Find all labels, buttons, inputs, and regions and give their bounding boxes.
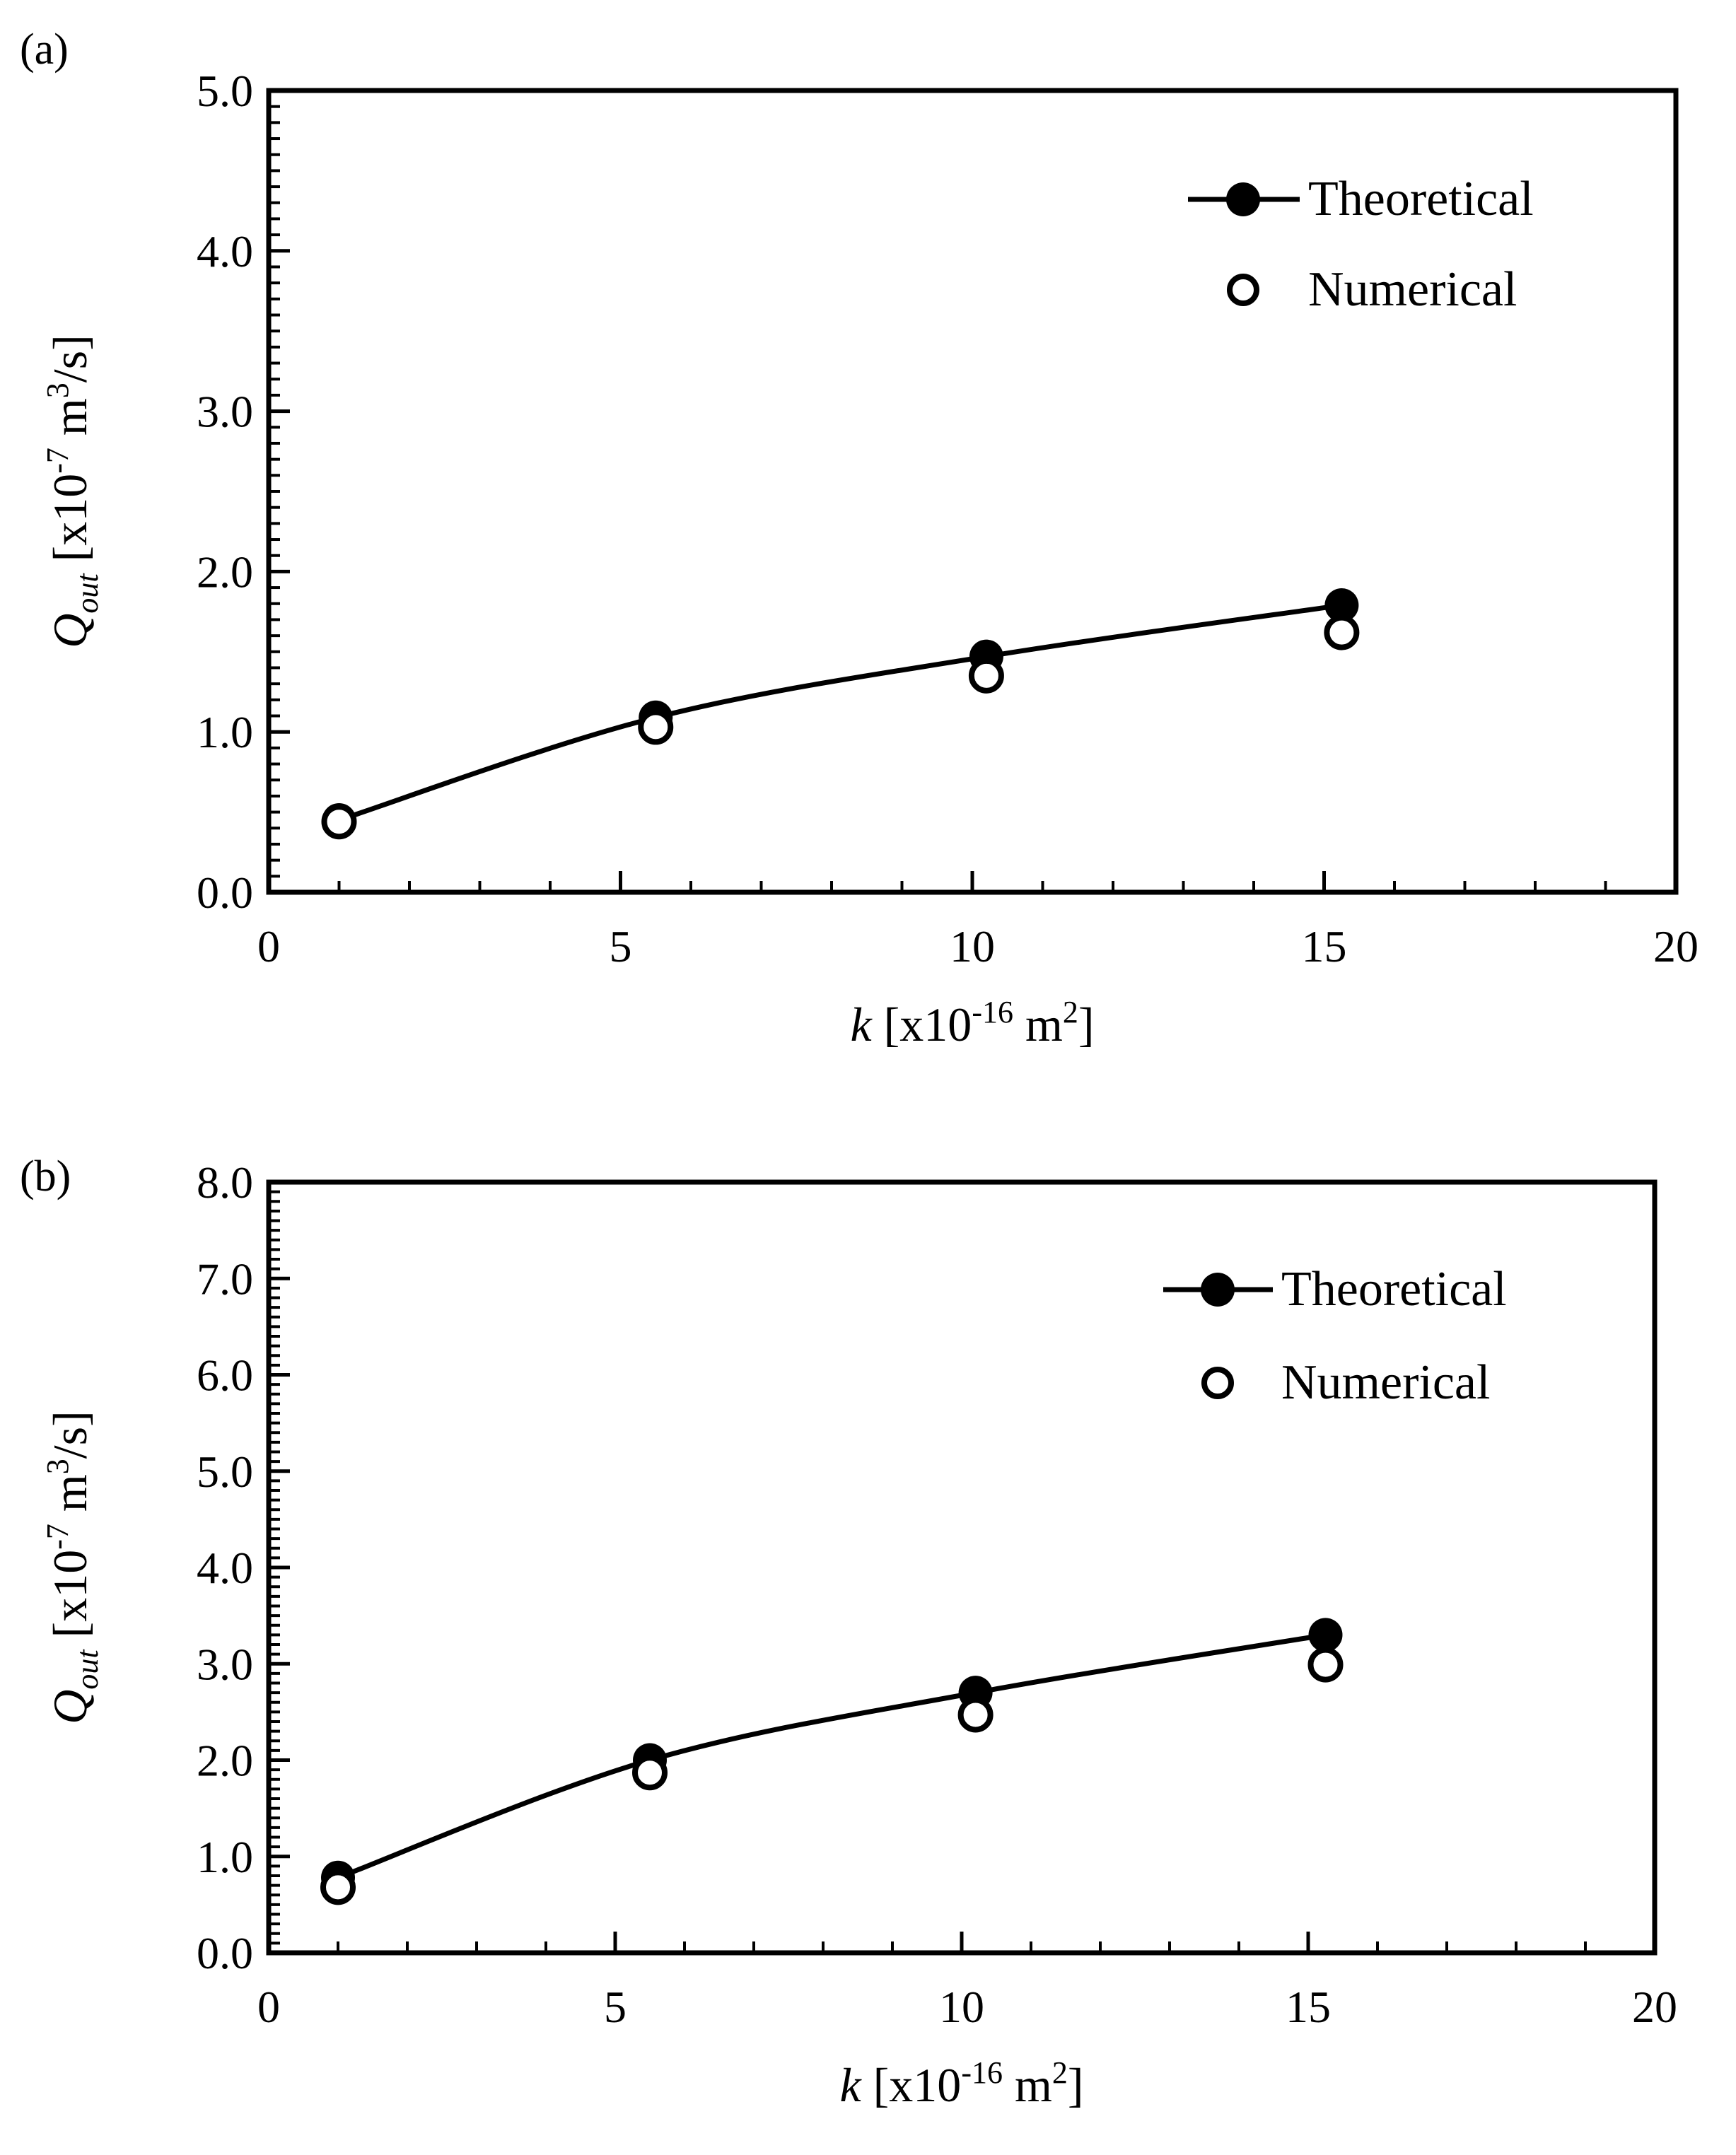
chart-b-x-tick-label: 15 — [1286, 1982, 1331, 2032]
chart-b-y-axis-label: Qout [x10-7 m3/s] — [40, 1411, 105, 1724]
chart-b-y-axis-var: Q — [43, 1690, 97, 1724]
chart-a-x-axis-unit-post: ] — [1078, 998, 1095, 1051]
chart-b-x-axis-exp: -16 — [961, 2055, 1003, 2090]
chart-b-y-axis-sub: out — [70, 1649, 105, 1690]
chart-b-legend-numerical-marker — [1201, 1367, 1234, 1399]
chart-b-y-tick-label: 6.0 — [197, 1350, 253, 1401]
chart-a-legend-theoretical-marker — [1226, 182, 1260, 216]
chart-a-y-axis-exp: -7 — [40, 448, 75, 474]
chart-b-legend: Theoretical Numerical — [1163, 1262, 1507, 1410]
chart-a-numerical-point — [1324, 614, 1360, 650]
chart-a-y-tick-label: 1.0 — [197, 707, 253, 757]
chart-b-x-axis-var: k — [839, 2058, 862, 2112]
chart-b-y-tick-label: 3.0 — [197, 1639, 253, 1689]
chart-a-panel-label: (a) — [20, 25, 69, 74]
chart-b-y-tick-label: 7.0 — [197, 1254, 253, 1304]
chart-a-numerical-point — [638, 709, 674, 745]
chart-b-x-axis-unit-post: ] — [1068, 2058, 1084, 2112]
chart-a-x-axis-label: k [x10-16 m2] — [850, 995, 1094, 1051]
chart-a-legend-numerical-label: Numerical — [1308, 262, 1517, 317]
chart-a-y-tick-label: 0.0 — [197, 868, 253, 918]
chart-a-y-axis-unit-post: /s] — [43, 334, 97, 382]
chart-b-y-tick-label: 4.0 — [197, 1543, 253, 1593]
chart-b-x-axis-unit-mid: m — [1003, 2058, 1052, 2112]
chart-a-y-tick-label: 5.0 — [197, 66, 253, 116]
chart-a-x-axis-var: k — [850, 998, 873, 1051]
chart-b-panel-label: (b) — [20, 1152, 71, 1201]
chart-b-y-axis-exp: -7 — [40, 1524, 75, 1550]
chart-a-legend-theoretical-label: Theoretical — [1308, 172, 1534, 226]
chart-b-y-tick-label: 2.0 — [197, 1736, 253, 1786]
chart-b-y-axis-unit-mid: m — [43, 1474, 97, 1524]
chart-b-numerical-point — [632, 1755, 668, 1791]
chart-a-y-tick-label: 4.0 — [197, 226, 253, 276]
chart-a-y-axis-unit-pre: [x10 — [43, 474, 97, 574]
chart-b-y-axis-unit-pre: [x10 — [43, 1550, 97, 1650]
chart-a-y-axis-unit-mid: m — [43, 398, 97, 448]
chart-b-legend-theoretical-marker — [1201, 1273, 1235, 1307]
chart-b-y-tick-label: 8.0 — [197, 1157, 253, 1208]
chart-a-x-axis-exp: -16 — [972, 995, 1013, 1029]
chart-a-x-tick-label: 15 — [1302, 921, 1347, 971]
chart-b-theoretical-point — [1308, 1618, 1343, 1652]
chart-a-y-axis-unit-exp: 3 — [40, 382, 75, 398]
chart-a-x-tick-label: 10 — [950, 921, 995, 971]
chart-b-y-tick-label: 5.0 — [197, 1447, 253, 1497]
chart-b-theoretical-line — [337, 1632, 1327, 1880]
chart-a-x-axis-unit-pre: [x10 — [872, 998, 972, 1051]
chart-b-y-tick-label: 0.0 — [197, 1928, 253, 1978]
chart-a-y-axis-label: Qout [x10-7 m3/s] — [40, 334, 105, 648]
chart-b-legend-numerical-label: Numerical — [1281, 1355, 1490, 1410]
chart-a-numerical-point — [321, 804, 357, 840]
chart-a-x-tick-label: 20 — [1653, 921, 1699, 971]
chart-b-x-axis-label: k [x10-16 m2] — [839, 2055, 1083, 2112]
chart-b-numerical-point — [957, 1697, 994, 1733]
chart-a-x-tick-label: 0 — [257, 921, 280, 971]
chart-a-y-axis-sub: out — [70, 573, 105, 614]
chart-b-x-axis-unit-exp: 2 — [1052, 2055, 1068, 2090]
chart-a-theoretical-point — [1324, 588, 1359, 623]
chart-a-x-axis-unit-mid: m — [1013, 998, 1063, 1051]
chart-a-x-tick-label: 5 — [610, 921, 632, 971]
chart-a-x-axis-unit-exp: 2 — [1063, 995, 1078, 1029]
chart-b-x-tick-label: 5 — [604, 1982, 627, 2032]
chart-panel-a: (a) 0 5 10 15 20 0.0 1.0 2.0 3.0 4.0 5.0 k [x10-16 m… — [20, 25, 1699, 1051]
chart-a-y-tick-label: 2.0 — [197, 547, 253, 597]
chart-b-x-tick-label: 0 — [257, 1982, 280, 2032]
chart-a-numerical-point — [968, 658, 1004, 694]
chart-b-y-axis-unit-exp: 3 — [40, 1459, 75, 1474]
chart-a-y-axis-var: Q — [43, 614, 97, 648]
chart-panel-b: (b) 0 5 10 15 20 0.0 1.0 2.0 3.0 4.0 5.0 6.0 7.0 8.0 k … — [0, 1078, 1736, 2155]
chart-a-legend-numerical-marker — [1227, 274, 1259, 306]
chart-b-y-axis-unit-post: /s] — [43, 1411, 97, 1459]
chart-b-x-axis-unit-pre: [x10 — [861, 2058, 962, 2112]
chart-a-legend: Theoretical Numerical — [1188, 172, 1534, 317]
chart-b-y-tick-label: 1.0 — [197, 1832, 253, 1882]
chart-a-y-tick-label: 3.0 — [197, 387, 253, 437]
chart-b-x-tick-label: 10 — [939, 1982, 984, 2032]
chart-b-svg: (b) 0 5 10 15 20 0.0 1.0 2.0 3.0 4.0 5.0 6.0 7.0 8.0 k … — [20, 1152, 1677, 2112]
chart-b-numerical-point — [320, 1869, 356, 1905]
chart-a-theoretical-line — [338, 602, 1342, 823]
chart-b-numerical-point — [1307, 1647, 1344, 1683]
chart-b-x-tick-label: 20 — [1632, 1982, 1677, 2032]
chart-b-legend-theoretical-label: Theoretical — [1281, 1262, 1507, 1316]
chart-a-svg: (a)0 5 10 15 200.01.02.03.04.05.0k [x10-16 m… — [20, 25, 1699, 1051]
